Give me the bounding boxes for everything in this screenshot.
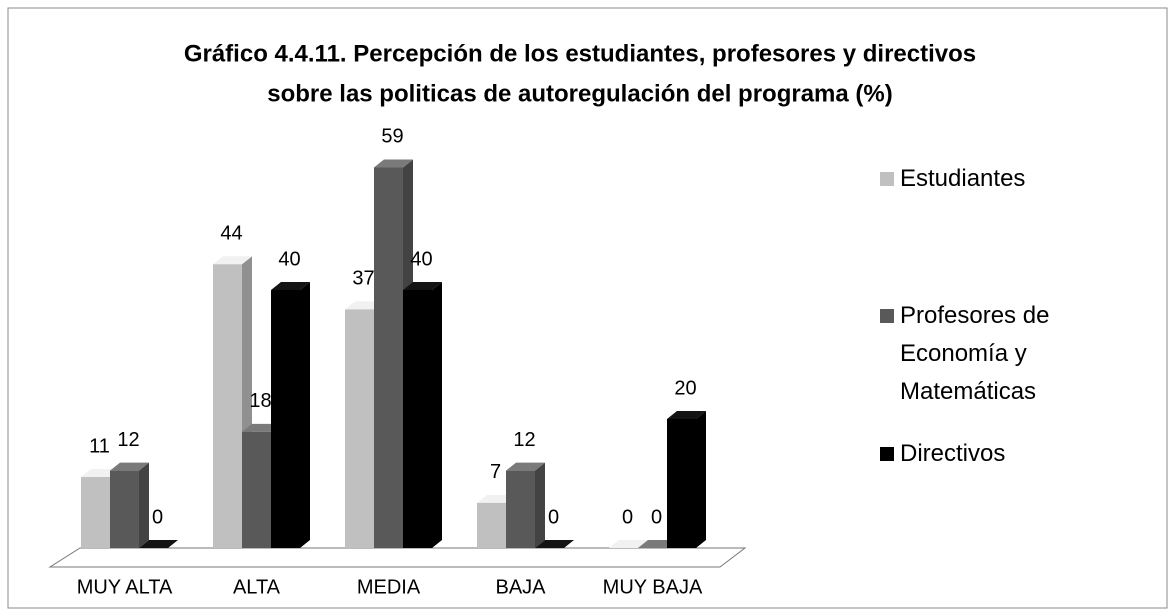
bar-side [696, 411, 706, 548]
legend-item: Estudiantes [880, 160, 1150, 198]
legend-swatch [880, 447, 894, 461]
bar [506, 462, 545, 548]
bar-top [271, 282, 310, 290]
data-label: 18 [249, 390, 271, 412]
bar-front [81, 477, 110, 548]
bar-front [403, 290, 432, 548]
bar-top [139, 540, 178, 548]
bar-top [506, 462, 545, 471]
bar-front [477, 502, 506, 548]
bar-side [432, 282, 442, 548]
bar-front [345, 309, 374, 548]
legend-item: Profesores de Economía y Matemáticas [880, 297, 1150, 411]
bar-front [213, 264, 242, 548]
bar-front [271, 290, 300, 548]
data-label: 12 [117, 429, 139, 451]
bar-front [374, 167, 403, 548]
bar-top [667, 411, 706, 419]
legend-label: Estudiantes [900, 165, 1026, 192]
data-label: 0 [651, 506, 662, 528]
bar [271, 282, 310, 548]
legend-label: Profesores de Economía y Matemáticas [900, 302, 1050, 405]
floor [48, 547, 747, 568]
legend-label: Directivos [900, 440, 1006, 467]
chart-subtitle: sobre las politicas de autoregulación de… [267, 80, 892, 107]
data-label: 0 [152, 506, 163, 528]
x-tick-label: MEDIA [357, 576, 421, 598]
data-label: 40 [410, 248, 432, 270]
x-tick-label: ALTA [233, 576, 281, 598]
bar-front [242, 431, 271, 548]
legend-swatch [880, 172, 894, 186]
bar-top [535, 540, 574, 548]
x-tick-label: BAJA [495, 576, 546, 598]
chart-border [7, 7, 1168, 609]
data-label: 12 [513, 429, 535, 451]
bar-side [139, 462, 149, 548]
data-label: 40 [278, 248, 300, 270]
bar-top [213, 256, 252, 265]
data-label: 7 [490, 461, 501, 483]
bar-side [300, 282, 310, 548]
bar [139, 540, 178, 548]
bar-top [374, 159, 413, 168]
bar-front [506, 470, 535, 548]
legend-item: Directivos [880, 435, 1150, 473]
data-label: 0 [622, 506, 633, 528]
bar [667, 411, 706, 548]
data-label: 11 [89, 435, 110, 457]
bar-front [667, 419, 696, 548]
bar-top [110, 462, 149, 471]
bar-front [110, 470, 139, 548]
bar-top [403, 282, 442, 290]
data-label: 37 [352, 268, 374, 290]
legend-swatch [880, 309, 894, 323]
data-label: 44 [220, 222, 242, 244]
data-label: 59 [381, 126, 403, 148]
bar-top [609, 540, 648, 548]
data-label: 20 [674, 377, 696, 399]
bar-side [535, 462, 545, 548]
x-tick-label: MUY BAJA [603, 576, 703, 598]
data-label: 0 [548, 506, 559, 528]
x-tick-label: MUY ALTA [77, 576, 173, 598]
bar [609, 540, 648, 548]
chart-title: Gráfico 4.4.11. Percepción de los estudi… [184, 40, 976, 67]
bar [403, 282, 442, 548]
bar [110, 462, 149, 548]
bar [535, 540, 574, 548]
